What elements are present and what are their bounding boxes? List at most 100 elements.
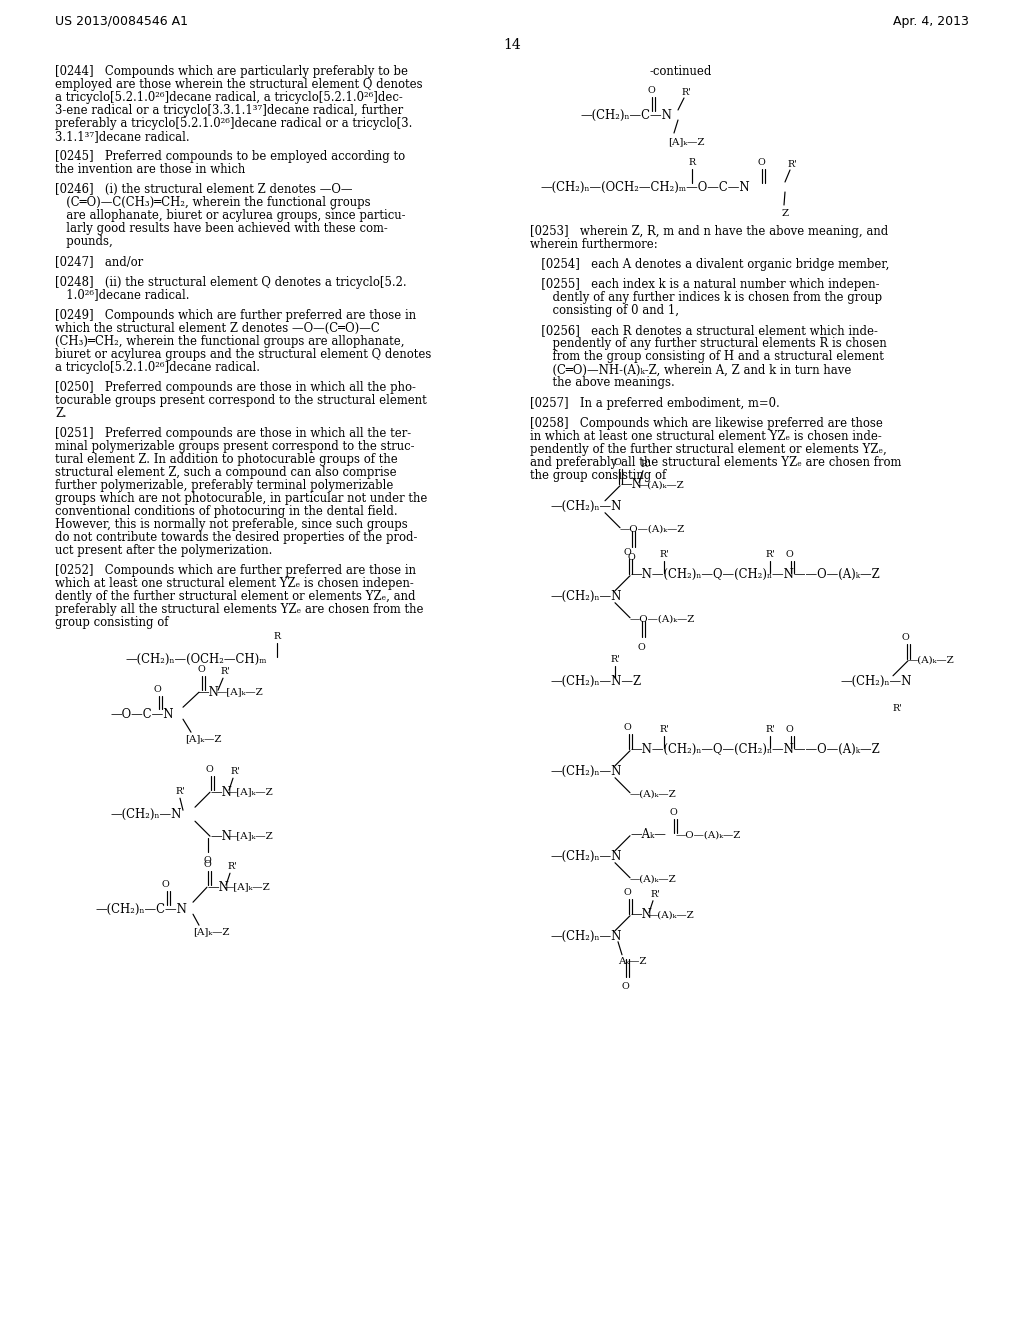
Text: 3.1.1³⁷]decane radical.: 3.1.1³⁷]decane radical. <box>55 129 189 143</box>
Text: —(CH₂)ₙ—N: —(CH₂)ₙ—N <box>550 931 622 944</box>
Text: R': R' <box>176 787 186 796</box>
Text: —[A]ₖ—Z: —[A]ₖ—Z <box>227 832 273 841</box>
Text: larly good results have been achieved with these com-: larly good results have been achieved wi… <box>55 222 388 235</box>
Text: O: O <box>647 86 654 95</box>
Text: —(CH₂)ₙ—(OCH₂—CH₂)ₘ—O—C—N: —(CH₂)ₙ—(OCH₂—CH₂)ₘ—O—C—N <box>540 181 750 194</box>
Text: [A]ₖ—Z: [A]ₖ—Z <box>668 137 705 147</box>
Text: [0251]   Preferred compounds are those in which all the ter-: [0251] Preferred compounds are those in … <box>55 428 411 440</box>
Text: R': R' <box>682 88 692 96</box>
Text: [0245]   Preferred compounds to be employed according to: [0245] Preferred compounds to be employe… <box>55 150 406 164</box>
Text: —O—(A)ₖ—Z: —O—(A)ₖ—Z <box>620 524 685 533</box>
Text: employed are those wherein the structural element Q denotes: employed are those wherein the structura… <box>55 78 423 91</box>
Text: R: R <box>274 632 282 642</box>
Text: —N: —N <box>210 830 231 842</box>
Text: [A]ₖ—Z: [A]ₖ—Z <box>193 927 229 936</box>
Text: further polymerizable, preferably terminal polymerizable: further polymerizable, preferably termin… <box>55 479 393 492</box>
Text: —(CH₂)ₙ—C—N: —(CH₂)ₙ—C—N <box>580 108 672 121</box>
Text: —(CH₂)ₙ—N: —(CH₂)ₙ—N <box>550 766 622 779</box>
Text: the invention are those in which: the invention are those in which <box>55 164 246 176</box>
Text: —[A]ₖ—Z: —[A]ₖ—Z <box>217 688 264 697</box>
Text: 14: 14 <box>503 38 521 51</box>
Text: [0255]   each index k is a natural number which indepen-: [0255] each index k is a natural number … <box>530 279 880 292</box>
Text: R': R' <box>893 704 903 713</box>
Text: wherein furthermore:: wherein furthermore: <box>530 238 657 251</box>
Text: O: O <box>162 880 170 890</box>
Text: [0250]   Preferred compounds are those in which all the pho-: [0250] Preferred compounds are those in … <box>55 381 416 393</box>
Text: O: O <box>206 766 214 775</box>
Text: minal polymerizable groups present correspond to the struc-: minal polymerizable groups present corre… <box>55 440 415 453</box>
Text: —(CH₂)ₙ—C—N: —(CH₂)ₙ—C—N <box>95 903 186 916</box>
Text: —N: —N <box>620 478 642 491</box>
Text: which the structural element Z denotes —O—(C═O)—C: which the structural element Z denotes —… <box>55 322 380 335</box>
Text: pendently of the further structural element or elements YZₑ,: pendently of the further structural elem… <box>530 442 887 455</box>
Text: dently of any further indices k is chosen from the group: dently of any further indices k is chose… <box>530 292 882 305</box>
Text: O: O <box>154 685 162 694</box>
Text: R': R' <box>641 459 651 469</box>
Text: —N: —N <box>197 685 219 698</box>
Text: the above meanings.: the above meanings. <box>530 376 675 389</box>
Text: 1.0²⁶]decane radical.: 1.0²⁶]decane radical. <box>55 289 189 301</box>
Text: —(A)ₖ—Z: —(A)ₖ—Z <box>630 789 677 799</box>
Text: [0257]   In a preferred embodiment, m=0.: [0257] In a preferred embodiment, m=0. <box>530 396 779 409</box>
Text: —N: —N <box>207 880 229 894</box>
Text: a tricyclo[5.2.1.0²⁶]decane radical.: a tricyclo[5.2.1.0²⁶]decane radical. <box>55 360 260 374</box>
Text: dently of the further structural element or elements YZₑ, and: dently of the further structural element… <box>55 590 416 603</box>
Text: R': R' <box>231 767 241 776</box>
Text: preferably all the structural elements YZₑ are chosen from the: preferably all the structural elements Y… <box>55 603 424 616</box>
Text: However, this is normally not preferable, since such groups: However, this is normally not preferable… <box>55 517 408 531</box>
Text: [0246]   (i) the structural element Z denotes —O—: [0246] (i) the structural element Z deno… <box>55 183 352 197</box>
Text: —O—C—N: —O—C—N <box>110 708 173 721</box>
Text: tural element Z. In addition to photocurable groups of the: tural element Z. In addition to photocur… <box>55 453 397 466</box>
Text: R': R' <box>660 549 670 558</box>
Text: biuret or acylurea groups and the structural element Q denotes: biuret or acylurea groups and the struct… <box>55 347 431 360</box>
Text: —N: —N <box>630 908 652 921</box>
Text: —(A)ₖ—Z: —(A)ₖ—Z <box>638 480 685 490</box>
Text: Z: Z <box>782 209 790 218</box>
Text: —N: —N <box>210 785 231 799</box>
Text: —Aₖ—: —Aₖ— <box>630 828 666 841</box>
Text: O: O <box>624 888 632 896</box>
Text: R': R' <box>221 667 230 676</box>
Text: preferably a tricyclo[5.2.1.0²⁶]decane radical or a tricyclo[3.: preferably a tricyclo[5.2.1.0²⁶]decane r… <box>55 117 413 129</box>
Text: —O—(A)ₖ—Z: —O—(A)ₖ—Z <box>676 830 741 840</box>
Text: -continued: -continued <box>650 65 713 78</box>
Text: [0248]   (ii) the structural element Q denotes a tricyclo[5.2.: [0248] (ii) the structural element Q den… <box>55 276 407 289</box>
Text: R': R' <box>660 725 670 734</box>
Text: O: O <box>624 723 632 731</box>
Text: are allophanate, biuret or acylurea groups, since particu-: are allophanate, biuret or acylurea grou… <box>55 210 406 222</box>
Text: —N—(CH₂)ₙ—Q—(CH₂)ₙ—N——O—(A)ₖ—Z: —N—(CH₂)ₙ—Q—(CH₂)ₙ—N——O—(A)ₖ—Z <box>630 743 880 756</box>
Text: O: O <box>757 158 765 168</box>
Text: the group consisting of: the group consisting of <box>530 469 667 482</box>
Text: —(A)ₖ—Z: —(A)ₖ—Z <box>908 655 954 664</box>
Text: —(A)ₖ—Z: —(A)ₖ—Z <box>630 874 677 883</box>
Text: O: O <box>614 458 622 467</box>
Text: do not contribute towards the desired properties of the prod-: do not contribute towards the desired pr… <box>55 531 418 544</box>
Text: O: O <box>624 548 632 557</box>
Text: O: O <box>197 665 205 675</box>
Text: groups which are not photocurable, in particular not under the: groups which are not photocurable, in pa… <box>55 492 427 506</box>
Text: O: O <box>670 808 678 817</box>
Text: tocurable groups present correspond to the structural element: tocurable groups present correspond to t… <box>55 393 427 407</box>
Text: [0253]   wherein Z, R, m and n have the above meaning, and: [0253] wherein Z, R, m and n have the ab… <box>530 224 888 238</box>
Text: Aₖ—Z: Aₖ—Z <box>618 957 646 966</box>
Text: —[A]ₖ—Z: —[A]ₖ—Z <box>224 883 270 892</box>
Text: —(CH₂)ₙ—N: —(CH₂)ₙ—N <box>550 590 622 603</box>
Text: Apr. 4, 2013: Apr. 4, 2013 <box>893 15 969 28</box>
Text: in which at least one structural element YZₑ is chosen inde-: in which at least one structural element… <box>530 430 882 442</box>
Text: [0258]   Compounds which are likewise preferred are those: [0258] Compounds which are likewise pref… <box>530 417 883 430</box>
Text: R': R' <box>651 890 660 899</box>
Text: —[A]ₖ—Z: —[A]ₖ—Z <box>227 788 273 797</box>
Text: O: O <box>203 861 211 869</box>
Text: R': R' <box>766 725 776 734</box>
Text: pounds,: pounds, <box>55 235 113 248</box>
Text: —(CH₂)ₙ—(OCH₂—CH)ₘ: —(CH₂)ₙ—(OCH₂—CH)ₘ <box>125 652 266 665</box>
Text: —(CH₂)ₙ—N—Z: —(CH₂)ₙ—N—Z <box>550 676 641 688</box>
Text: Z.: Z. <box>55 407 67 420</box>
Text: —O—(A)ₖ—Z: —O—(A)ₖ—Z <box>630 614 695 623</box>
Text: O: O <box>786 725 794 734</box>
Text: R': R' <box>766 549 776 558</box>
Text: which at least one structural element YZₑ is chosen indepen-: which at least one structural element YZ… <box>55 577 414 590</box>
Text: R': R' <box>788 160 798 169</box>
Text: O: O <box>638 643 646 652</box>
Text: O: O <box>628 553 636 562</box>
